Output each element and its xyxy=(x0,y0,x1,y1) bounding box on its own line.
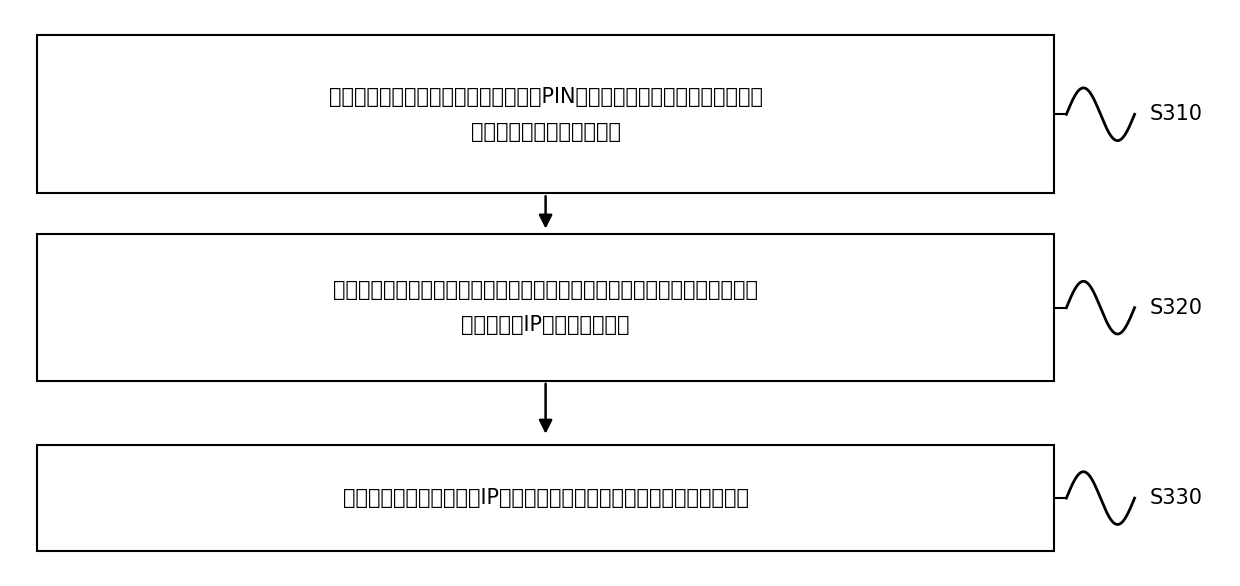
Text: 及网络发现服务的配置信息: 及网络发现服务的配置信息 xyxy=(471,122,620,142)
Text: 所述移动终端根据所述交互智能平板的网络发现服务的配置信息获取所述交互: 所述移动终端根据所述交互智能平板的网络发现服务的配置信息获取所述交互 xyxy=(334,280,758,300)
Text: 移动终端通过解析来自交互智能平板的PIN码获取交互智能平板接入的网络以: 移动终端通过解析来自交互智能平板的PIN码获取交互智能平板接入的网络以 xyxy=(329,87,763,107)
Bar xyxy=(37,234,1054,381)
Text: 智能平板的IP地址和连接端口: 智能平板的IP地址和连接端口 xyxy=(461,315,630,335)
Bar xyxy=(37,35,1054,193)
Text: S330: S330 xyxy=(1149,488,1203,508)
Bar xyxy=(37,445,1054,551)
Text: S320: S320 xyxy=(1149,298,1203,318)
Text: S310: S310 xyxy=(1149,104,1203,124)
Text: 移动终端通过所述网络、IP地址和连接端口与所述交互智能平板建立连接: 移动终端通过所述网络、IP地址和连接端口与所述交互智能平板建立连接 xyxy=(342,488,749,508)
